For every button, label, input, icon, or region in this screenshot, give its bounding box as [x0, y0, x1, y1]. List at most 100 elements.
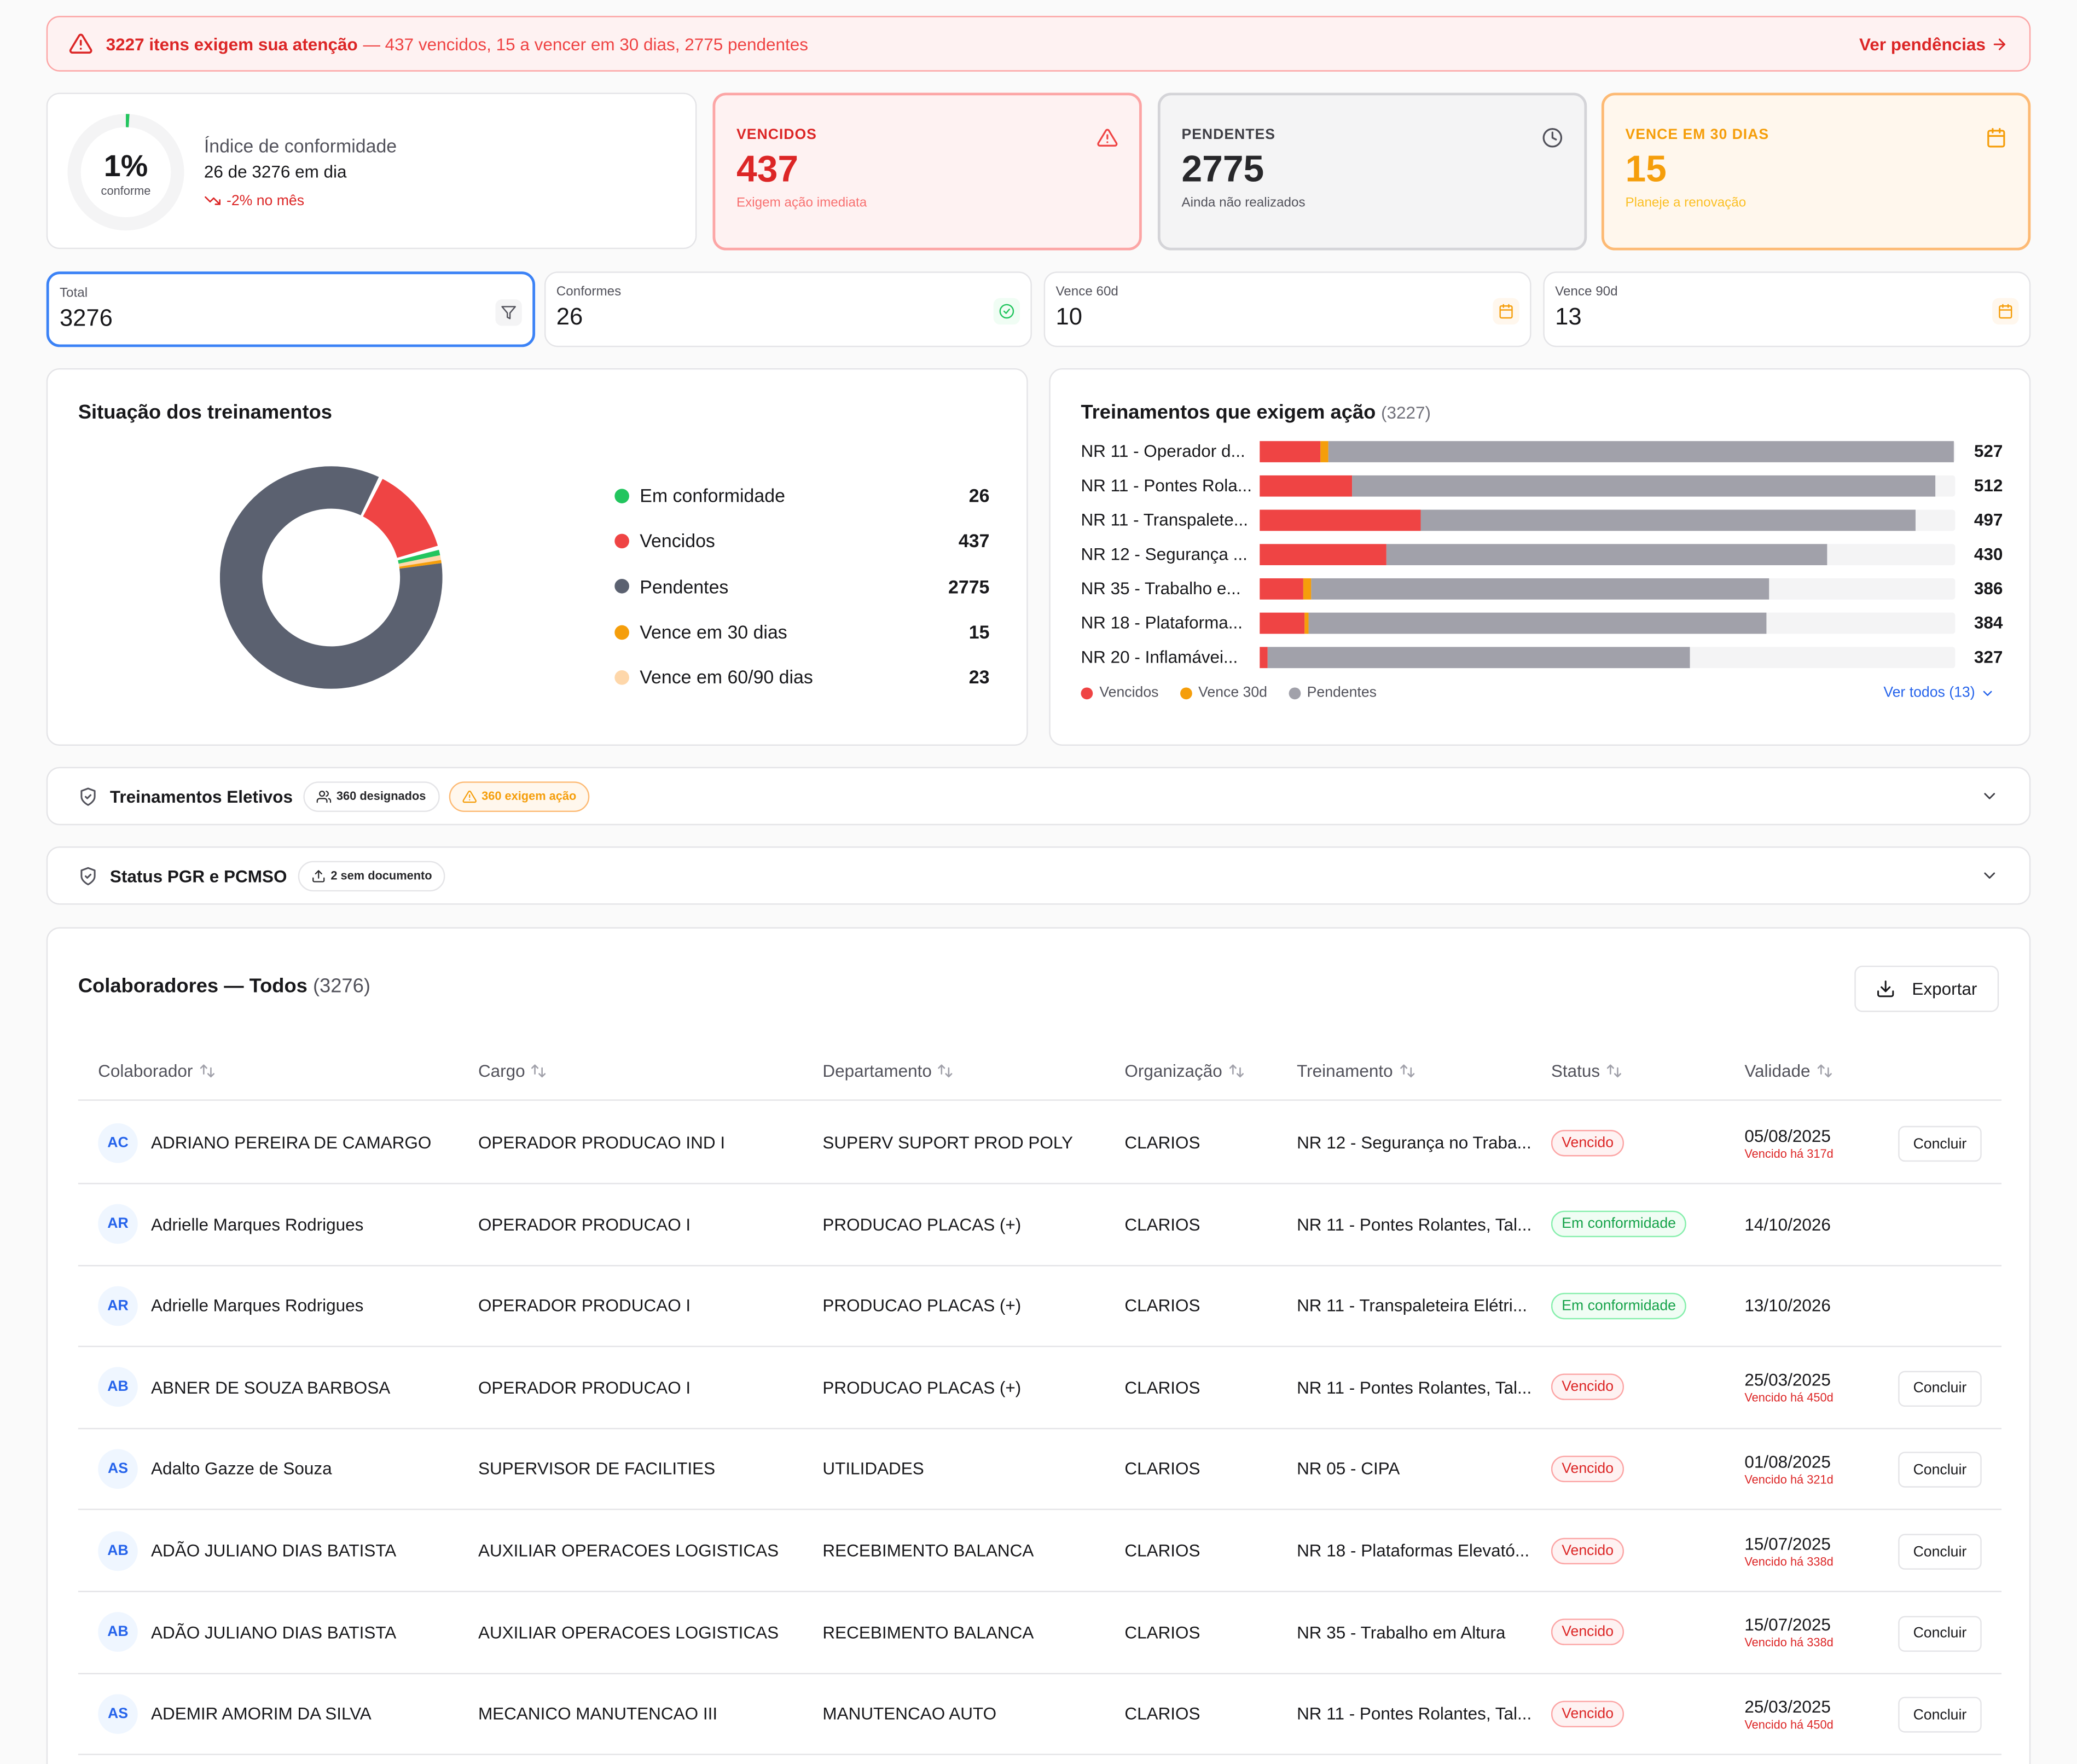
- see-all-link[interactable]: Ver todos (13): [1883, 685, 1995, 701]
- validity-date: 15/07/2025: [1744, 1533, 1831, 1553]
- department-cell: RECEBIMENTO BALANCA: [822, 1540, 1034, 1560]
- department-cell: RECEBIMENTO BALANCA: [822, 1622, 1034, 1642]
- view-pending-link[interactable]: Ver pendências: [1859, 34, 2008, 54]
- role-cell: OPERADOR PRODUCAO I: [478, 1214, 691, 1234]
- avatar: AB: [98, 1367, 138, 1407]
- trend-text: -2% no mês: [226, 193, 305, 209]
- employee-name: ADÃO JULIANO DIAS BATISTA: [150, 1540, 397, 1560]
- overdue-days: Vencido há 338d: [1744, 1554, 1834, 1568]
- filter-total[interactable]: Total 3276: [46, 271, 536, 347]
- table-row[interactable]: AC ADRIANO PEREIRA DE CAMARGO OPERADOR PRO…: [78, 1102, 2002, 1185]
- bar-segment-pendentes: [1308, 612, 1767, 634]
- role-cell: AUXILIAR OPERACOES LOGISTICAS: [478, 1622, 779, 1642]
- table-row[interactable]: AR Adrielle Marques Rodrigues OPERADOR PRO…: [78, 1265, 2002, 1348]
- overdue-stat-card[interactable]: VENCIDOS 437 Exigem ação imediata: [712, 92, 1142, 251]
- table-row[interactable]: AB ADÃO JULIANO DIAS BATISTA AUXILIAR OPER…: [78, 1510, 2002, 1592]
- sort-icon: [530, 1063, 547, 1080]
- validity-stack: 15/07/2025 Vencido há 338d: [1744, 1592, 1833, 1673]
- filter-conformes-label: Conformes: [556, 285, 622, 300]
- compliance-title: Índice de conformidade: [204, 135, 397, 156]
- legend-item: Pendentes 2775: [613, 564, 989, 609]
- export-button[interactable]: Exportar: [1854, 965, 1999, 1012]
- status-cell: Vencido: [1551, 1673, 1737, 1754]
- employee-cell: AB ADÃO JULIANO DIAS BATISTA: [98, 1592, 469, 1673]
- complete-button[interactable]: Concluir: [1898, 1615, 1982, 1651]
- training-cell: NR 35 - Trabalho em Altura: [1297, 1622, 1506, 1642]
- role-cell: OPERADOR PRODUCAO I: [478, 1296, 691, 1316]
- column-header-treinamento[interactable]: Treinamento: [1297, 1061, 1415, 1081]
- filter-vence90[interactable]: Vence 90d 13: [1543, 271, 2031, 347]
- validity-date: 05/08/2025: [1744, 1125, 1831, 1145]
- compliance-progress: [67, 114, 184, 231]
- validity-stack: 25/03/2025 Vencido há 450d: [1744, 1347, 1833, 1428]
- table-row[interactable]: AS ADEMIR AMORIM DA SILVA MECANICO MANUTEN…: [78, 1673, 2002, 1756]
- employee-name: ABNER DE SOUZA BARBOSA: [150, 1377, 391, 1397]
- column-header-colaborador[interactable]: Colaborador: [98, 1061, 215, 1081]
- complete-button[interactable]: Concluir: [1898, 1697, 1982, 1733]
- employee-name: ADÃO JULIANO DIAS BATISTA: [150, 1622, 397, 1642]
- bar-segment-vencidos: [1260, 475, 1353, 497]
- employee-cell: AR Adrielle Marques Rodrigues: [98, 1183, 469, 1264]
- filter-total-value: 3276: [59, 304, 113, 332]
- training-cell: NR 18 - Plataformas Elevató...: [1297, 1540, 1530, 1560]
- complete-button[interactable]: Concluir: [1898, 1452, 1982, 1488]
- table-row[interactable]: AS Adalto Gazze de Souza SUPERVISOR DE FAC…: [78, 1429, 2002, 1511]
- compliance-card: 1% conforme Índice de conformidade 26 de…: [46, 92, 697, 249]
- situation-legend: Em conformidade 26 Vencidos 437 Pendentes 277…: [613, 473, 989, 700]
- column-header-organizacao[interactable]: Organização: [1124, 1061, 1245, 1081]
- due30-stat-card[interactable]: VENCE EM 30 DIAS 15 Planeje a renovação: [1601, 92, 2031, 251]
- column-header-validade[interactable]: Validade: [1744, 1061, 1832, 1081]
- bar-category-label: NR 11 - Pontes Rola...: [1081, 476, 1251, 495]
- validity-date: 25/03/2025: [1744, 1696, 1831, 1716]
- filter-total-label: Total: [59, 286, 88, 301]
- pgr-section-toggle[interactable]: Status PGR e PCMSO 2 sem documento: [46, 846, 2031, 905]
- column-header-cargo[interactable]: Cargo: [478, 1061, 548, 1081]
- filter-vence60[interactable]: Vence 60d 10: [1043, 271, 1531, 347]
- chevron-down-icon: [1980, 686, 1995, 700]
- complete-button[interactable]: Concluir: [1898, 1534, 1982, 1570]
- column-header-label: Colaborador: [98, 1061, 193, 1081]
- bar-segment-pendentes: [1420, 509, 1916, 531]
- employee-cell: AB ABNER DE SOUZA BARBOSA: [98, 1347, 469, 1428]
- legend-label: Vence em 60/90 dias: [640, 666, 813, 688]
- column-header-label: Treinamento: [1297, 1061, 1393, 1081]
- filter-vence60-value: 10: [1055, 303, 1082, 330]
- bar-legend-label: Vencidos: [1099, 684, 1159, 701]
- bar-category-label: NR 18 - Plataforma...: [1081, 613, 1243, 633]
- complete-button[interactable]: Concluir: [1898, 1371, 1982, 1407]
- table-row[interactable]: AB ADÃO JULIANO DIAS BATISTA AUXILIAR OPER…: [78, 1592, 2002, 1674]
- filter-conformes[interactable]: Conformes 26: [544, 271, 1032, 347]
- status-cell: Vencido: [1551, 1347, 1737, 1428]
- validity-cell: 14/10/2026: [1744, 1183, 1890, 1264]
- table-row[interactable]: AB ABNER DE SOUZA BARBOSA OPERADOR PRODUCA…: [78, 1347, 2002, 1429]
- complete-button[interactable]: Concluir: [1898, 1125, 1982, 1162]
- employee-name: Adrielle Marques Rodrigues: [150, 1214, 364, 1234]
- validity-stack: 13/10/2026: [1744, 1265, 1831, 1346]
- bar-segment-vence-30d: [1303, 578, 1312, 600]
- organization-cell: CLARIOS: [1124, 1540, 1200, 1560]
- avatar: AC: [98, 1122, 138, 1163]
- actions-count: (3227): [1381, 402, 1431, 423]
- elective-section-toggle[interactable]: Treinamentos Eletivos 360 designados 360…: [46, 767, 2031, 826]
- employee-name: ADEMIR AMORIM DA SILVA: [150, 1703, 372, 1724]
- validity-stack: 25/03/2025 Vencido há 450d: [1744, 1673, 1833, 1754]
- bar-segment-pendentes: [1267, 647, 1690, 669]
- filter-conformes-value: 26: [556, 303, 583, 330]
- validity-cell: 13/10/2026: [1744, 1265, 1890, 1346]
- avatar: AB: [98, 1530, 138, 1571]
- overdue-value: 437: [736, 148, 799, 190]
- compliance-percent: 1%: [103, 147, 148, 182]
- situation-donut-chart: [219, 466, 443, 689]
- column-header-departamento[interactable]: Departamento: [822, 1061, 954, 1081]
- sort-icon: [1398, 1063, 1415, 1080]
- table-row[interactable]: AR Adrielle Marques Rodrigues OPERADOR PRO…: [78, 1183, 2002, 1266]
- bar-legend-label: Pendentes: [1307, 684, 1377, 701]
- employee-cell: AS ADEMIR AMORIM DA SILVA: [98, 1673, 469, 1754]
- pending-stat-card[interactable]: PENDENTES 2775 Ainda não realizados: [1157, 92, 1587, 251]
- employee-cell: AB ADÃO JULIANO DIAS BATISTA: [98, 1510, 469, 1591]
- assigned-chip-label: 360 designados: [336, 789, 426, 803]
- column-header-status[interactable]: Status: [1551, 1061, 1622, 1081]
- department-cell: PRODUCAO PLACAS (+): [822, 1214, 1022, 1234]
- validity-date: 25/03/2025: [1744, 1370, 1831, 1390]
- pending-desc: Ainda não realizados: [1181, 196, 1306, 211]
